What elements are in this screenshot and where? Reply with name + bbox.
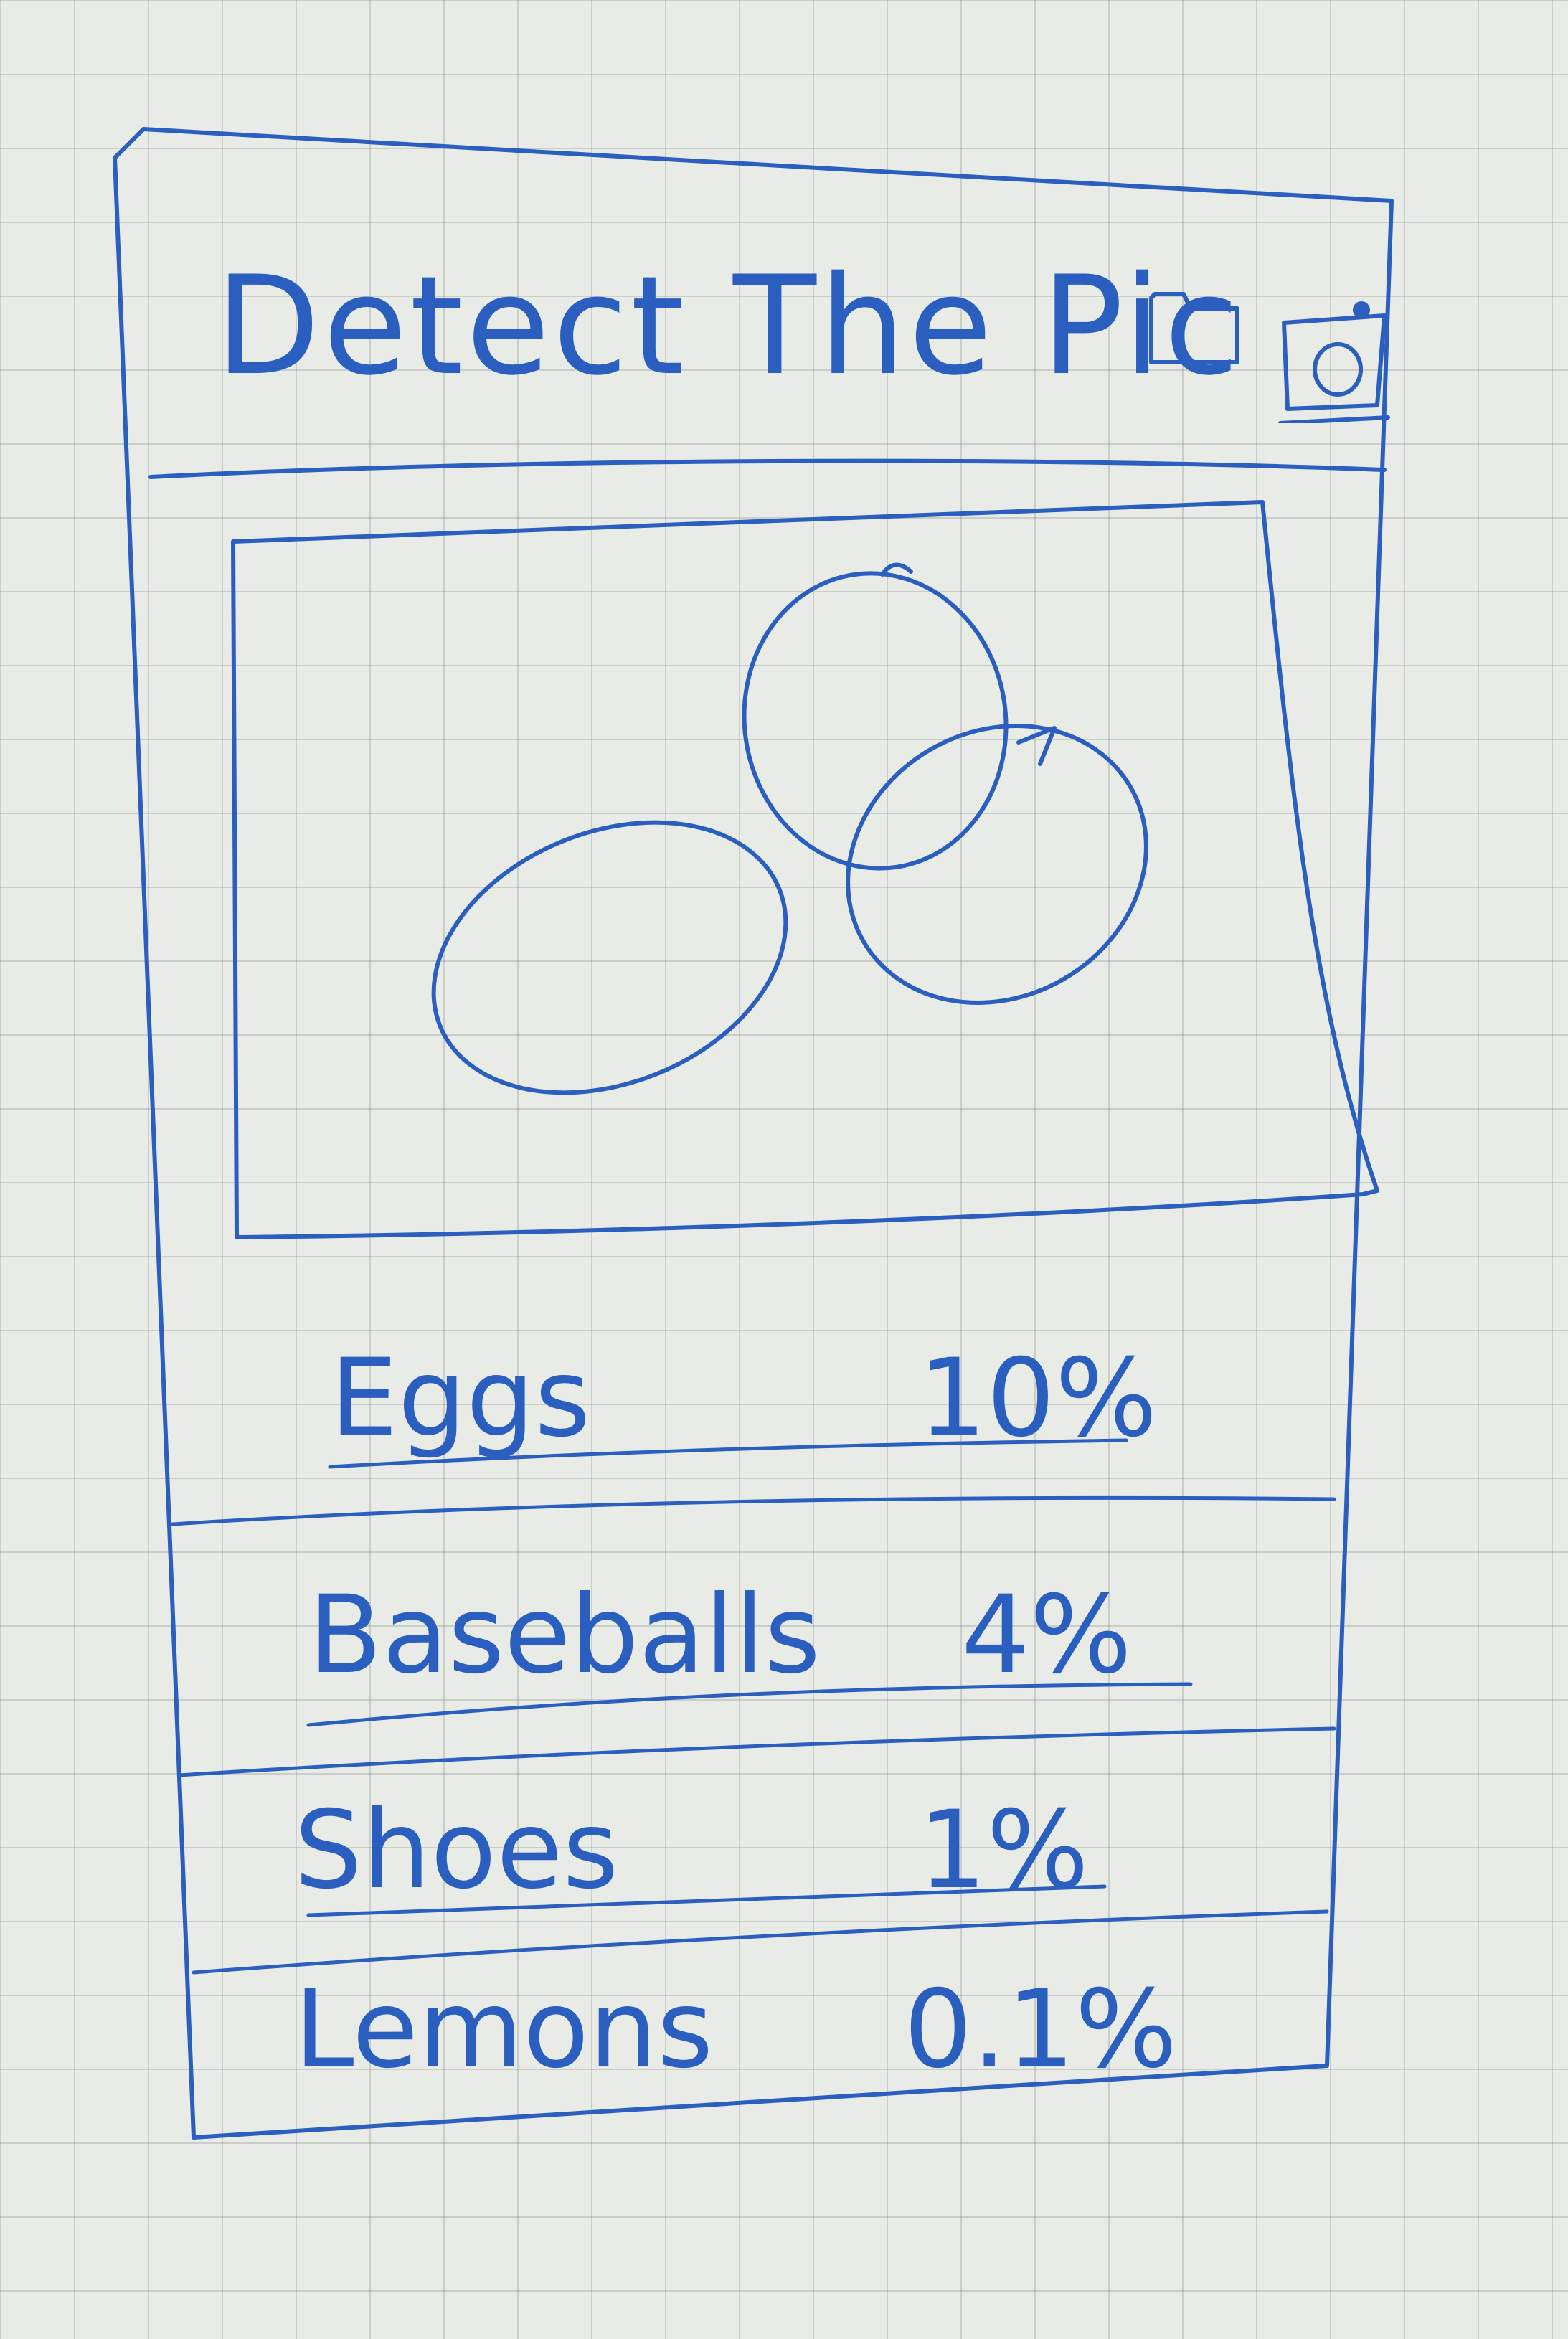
camera-button[interactable] [1270,287,1399,425]
result-label: Lemons [294,1967,714,2092]
row-divider-1 [170,1495,1336,1526]
result-row-eggs[interactable]: Eggs 10% [186,1320,1277,1478]
device-frame [113,127,1394,2140]
row-underline-3 [306,1884,1107,1917]
result-label: Baseballs [308,1573,821,1698]
row-underline-2 [306,1682,1193,1727]
result-percent: 10% [918,1336,1158,1461]
row-divider-3 [192,1909,1329,1975]
result-row-lemons[interactable]: Lemons 0.1% [186,1951,1277,2109]
image-preview [237,506,1370,1237]
row-underline-1 [328,1438,1128,1469]
app-title: Detect The Pic [215,247,1242,405]
open-folder-button[interactable] [1140,273,1248,380]
header-divider [148,458,1387,479]
row-divider-2 [177,1726,1336,1777]
result-percent: 4% [961,1573,1132,1698]
result-label: Eggs [330,1336,591,1461]
result-row-shoes[interactable]: Shoes 1% [186,1772,1277,1929]
camera-icon [1278,301,1390,425]
folder-icon [1149,292,1239,364]
image-frame-outline [231,500,1379,1239]
result-label: Shoes [294,1788,619,1913]
eggs-sketch [431,562,1148,1095]
result-percent: 0.1% [904,1967,1178,2092]
result-row-baseballs[interactable]: Baseballs 4% [186,1556,1277,1714]
result-percent: 1% [918,1788,1089,1913]
